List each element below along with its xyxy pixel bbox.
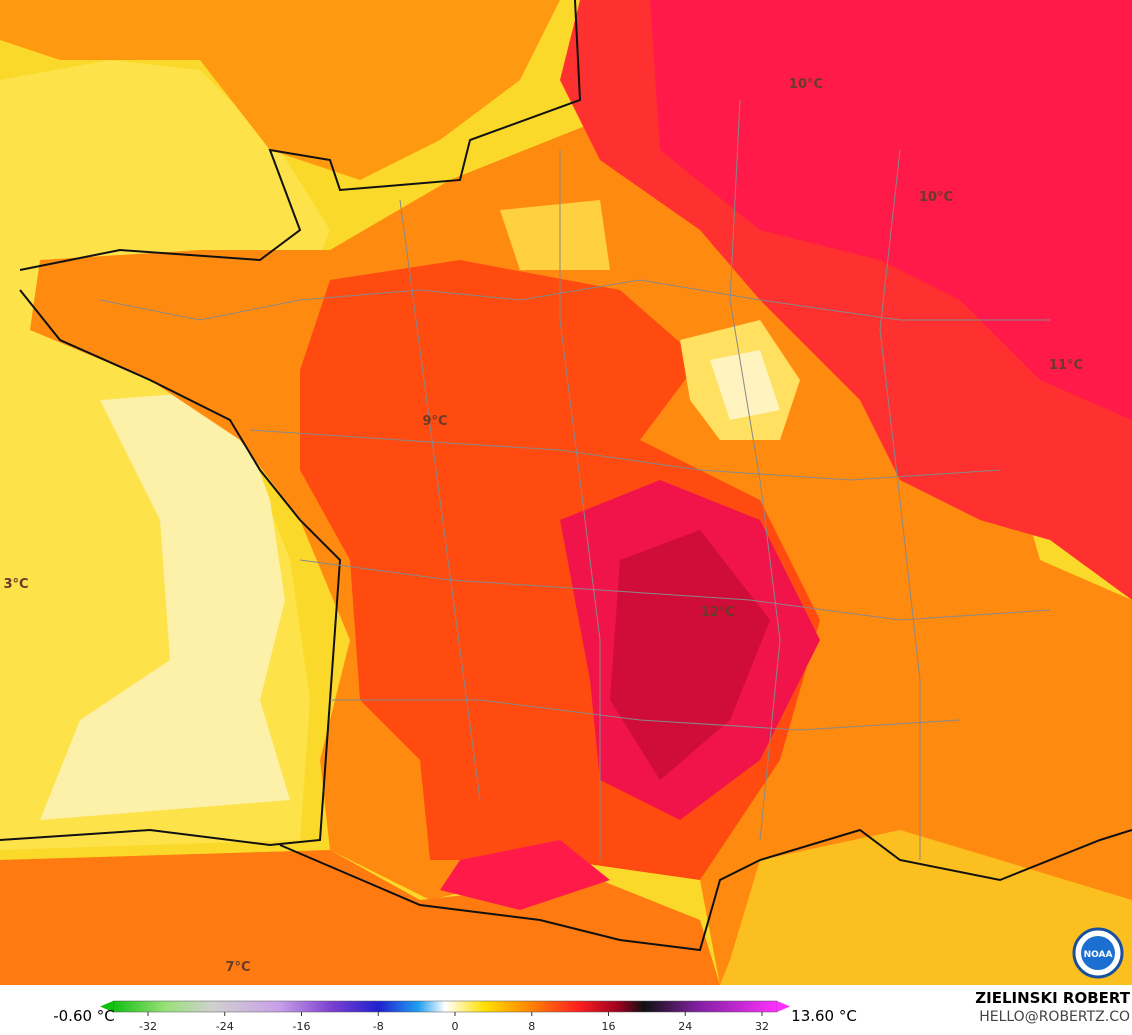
colorbar-tick-label: 8 [528,1020,535,1033]
colorbar-tick-label: 24 [678,1020,692,1033]
colorbar-tick-label: -8 [373,1020,384,1033]
colorbar-max: 13.60 °C [791,1007,857,1025]
temp-label: 10°C [789,77,823,92]
map-fields [0,0,1132,985]
temp-label: 11°C [1049,358,1083,373]
colorbar-tick-label: 16 [602,1020,616,1033]
colorbar-tick-label: 32 [755,1020,769,1033]
logo-text: NOAA [1084,950,1113,960]
email: HELLO@ROBERTZ.CO [979,1009,1130,1025]
colorbar-tick-label: 0 [452,1020,459,1033]
author: ZIELINSKI ROBERT [975,989,1130,1007]
temp-label: 9°C [422,414,447,429]
colorbar-tick-label: -16 [293,1020,311,1033]
temp-label: 12°C [701,605,735,620]
map-labels: 10°C 10°C 11°C 9°C 12°C 3°C 7°C [3,77,1083,975]
temp-label: 10°C [919,190,953,205]
colorbar-min: -0.60 °C [53,1007,115,1025]
colorbar-tick-label: -24 [216,1020,234,1033]
colorbar [112,1000,778,1013]
colorbar-tick-label: -32 [139,1020,157,1033]
borders [99,99,1051,860]
temp-label: 3°C [3,577,28,592]
noaa-logo: NOAA [1072,927,1124,979]
coastlines [0,0,1132,952]
temp-label: 7°C [225,960,250,975]
